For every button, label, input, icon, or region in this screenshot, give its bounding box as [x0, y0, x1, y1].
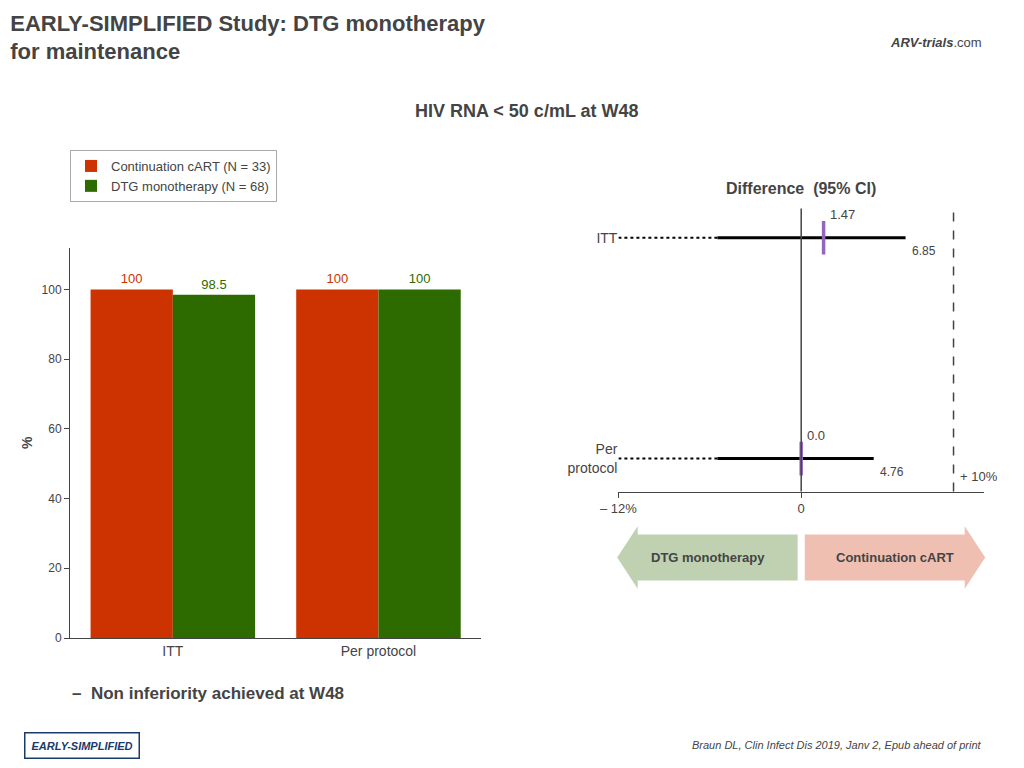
- svg-text:HIV RNA < 50 c/mL at W48: HIV RNA < 50 c/mL at W48: [415, 101, 639, 121]
- svg-text:ITT: ITT: [162, 643, 183, 659]
- svg-text:60: 60: [48, 422, 62, 436]
- svg-text:100: 100: [409, 271, 431, 286]
- svg-text:DTG monotherapy (N = 68): DTG monotherapy (N = 68): [111, 179, 269, 194]
- svg-text:4.76: 4.76: [880, 465, 904, 479]
- svg-text:0: 0: [55, 631, 62, 645]
- svg-text:ARV-trials.com: ARV-trials.com: [890, 35, 982, 50]
- svg-text:80: 80: [48, 352, 62, 366]
- svg-text:Perprotocol: Perprotocol: [568, 441, 618, 475]
- svg-text:0.0: 0.0: [807, 428, 825, 443]
- svg-text:6.85: 6.85: [912, 244, 936, 258]
- svg-text:DTG monotherapy: DTG monotherapy: [651, 550, 765, 565]
- svg-text:Difference (95% CI): Difference (95% CI): [726, 180, 876, 197]
- svg-text:%: %: [19, 436, 35, 449]
- svg-text:+ 10%: + 10%: [960, 469, 998, 484]
- svg-text:1.47: 1.47: [830, 207, 855, 222]
- svg-text:Per protocol: Per protocol: [341, 643, 416, 659]
- svg-text:98.5: 98.5: [201, 277, 226, 292]
- svg-text:20: 20: [48, 561, 62, 575]
- svg-text:40: 40: [48, 492, 62, 506]
- svg-text:– 12%: – 12%: [600, 501, 637, 516]
- svg-text:– Non inferiority achieved at: – Non inferiority achieved at W48: [72, 684, 344, 703]
- svg-text:Continuation cART: Continuation cART: [836, 550, 954, 565]
- svg-text:100: 100: [121, 271, 143, 286]
- svg-text:EARLY-SIMPLIFIED: EARLY-SIMPLIFIED: [32, 740, 133, 752]
- svg-text:Braun DL, Clin Infect Dis 2019: Braun DL, Clin Infect Dis 2019, Janv 2, …: [692, 739, 982, 751]
- svg-text:EARLY-SIMPLIFIED Study: DTG mo: EARLY-SIMPLIFIED Study: DTG monotherapyf…: [10, 11, 485, 65]
- svg-text:100: 100: [326, 271, 348, 286]
- svg-text:100: 100: [42, 283, 62, 297]
- svg-text:Continuation cART (N = 33): Continuation cART (N = 33): [111, 159, 271, 174]
- svg-text:0: 0: [798, 501, 805, 516]
- svg-text:ITT: ITT: [596, 230, 617, 246]
